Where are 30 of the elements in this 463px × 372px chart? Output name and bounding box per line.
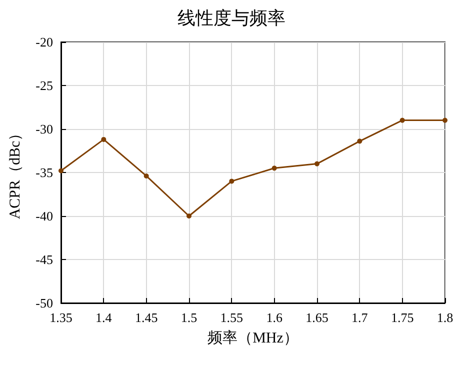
chart-title: 线性度与频率: [178, 8, 286, 28]
x-tick-label: 1.45: [134, 310, 158, 325]
x-tick-label: 1.5: [180, 310, 198, 325]
y-tick-label: -25: [36, 78, 53, 93]
x-tick-label: 1.35: [50, 310, 72, 325]
x-tick-label: 1.7: [352, 310, 368, 325]
x-tick-label: 1.6: [266, 310, 283, 325]
x-axis-title: 频率（MHz）: [208, 330, 298, 346]
point: [357, 138, 362, 144]
y-tick-label: -30: [36, 122, 53, 136]
point: [186, 214, 192, 218]
point: [272, 166, 277, 171]
point: [400, 118, 405, 123]
x-tick-label: 1.4: [96, 310, 112, 325]
x-tick-label: 1.75: [390, 310, 414, 325]
y-tick-label: -45: [36, 252, 53, 267]
point: [314, 161, 320, 166]
point: [144, 173, 149, 178]
x-tick-label: 1.55: [220, 310, 244, 325]
point: [229, 178, 234, 184]
x-tick-label: 1.65: [306, 310, 328, 325]
y-axis-title: ACPR（dBc）: [8, 126, 24, 220]
point: [442, 118, 448, 123]
y-tick-label: -35: [36, 165, 53, 180]
point: [101, 136, 106, 142]
x-tick-label: 1.8: [436, 310, 454, 325]
y-tick-label: -50: [36, 296, 53, 310]
point: [58, 168, 64, 174]
y-tick-label: -20: [36, 34, 53, 50]
y-tick-label: -40: [36, 208, 53, 224]
